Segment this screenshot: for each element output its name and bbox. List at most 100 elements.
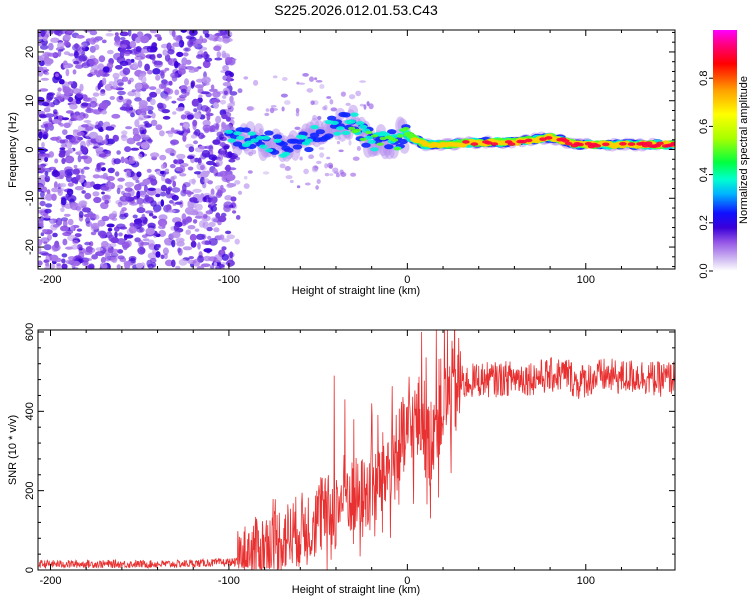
- spectrogram-noise-blob: [188, 146, 195, 153]
- spectrogram-noise-blob: [366, 101, 370, 107]
- spectrogram-noise-blob: [95, 251, 105, 257]
- spectrogram-signal-band: [327, 115, 337, 121]
- spectrogram-noise-blob: [332, 167, 339, 173]
- spectrogram-noise-blob: [213, 262, 218, 267]
- spectrogram-noise-blob: [329, 173, 334, 176]
- spectrogram-noise-blob: [40, 232, 45, 237]
- spectrogram-noise-blob: [44, 71, 50, 76]
- spectrogram-noise-blob: [104, 199, 110, 205]
- spectrogram-noise-blob: [42, 102, 50, 107]
- spectrogram-noise-blob: [71, 136, 82, 144]
- spectrogram-signal-band: [261, 135, 271, 140]
- spectrogram-noise-blob: [65, 141, 73, 149]
- spectrogram-noise-blob: [118, 95, 124, 101]
- spectrogram-noise-blob: [137, 60, 143, 68]
- snr-x-label: Height of straight line (km): [292, 584, 420, 596]
- spectrogram-noise-blob: [38, 239, 43, 247]
- spectrogram-noise-blob: [121, 130, 128, 136]
- spectrogram-noise-blob: [51, 187, 59, 193]
- spectrogram-noise-blob: [141, 213, 146, 220]
- figure-title: S225.2026.012.01.53.C43: [274, 2, 438, 18]
- spectrogram-noise-blob: [134, 82, 143, 90]
- spectrogram-noise-blob: [136, 197, 144, 205]
- spectrogram-noise-blob: [225, 164, 231, 172]
- spectrogram-noise-blob: [165, 204, 172, 212]
- spectrogram-noise-blob: [109, 256, 117, 262]
- spectrogram-noise-blob: [62, 34, 72, 41]
- spectrogram-noise-blob: [147, 69, 153, 75]
- spectrogram-noise-blob: [141, 234, 148, 238]
- spectrogram-signal-band: [396, 134, 404, 138]
- spectrogram-noise-blob: [39, 165, 46, 173]
- spectrogram-noise-blob: [74, 186, 84, 191]
- x-tick-label: 0: [404, 274, 410, 286]
- spectrogram-noise-blob: [62, 238, 68, 246]
- spectrogram-noise-blob: [243, 183, 250, 189]
- spectrogram-noise-blob: [302, 73, 309, 77]
- spectrogram-noise-blob: [138, 73, 146, 77]
- spectrogram-signal-band: [304, 138, 314, 143]
- spectrogram-noise-blob: [200, 164, 205, 170]
- spectrogram-noise-blob: [62, 129, 68, 136]
- spectrogram-noise-blob: [90, 222, 100, 230]
- spectrogram-signal-band: [264, 148, 274, 153]
- spectrogram-noise-blob: [215, 115, 222, 124]
- spectrogram-noise-blob: [212, 91, 221, 98]
- spectrogram-noise-blob: [289, 179, 294, 184]
- spectrogram-noise-blob: [194, 84, 205, 89]
- spectrogram-noise-blob: [123, 260, 133, 266]
- spectrogram-noise-blob: [97, 82, 102, 90]
- spectrogram-noise-blob: [65, 229, 74, 234]
- spectrogram-noise-blob: [194, 228, 200, 232]
- spectrogram-noise-blob: [180, 114, 187, 120]
- spectrogram-signal-band: [539, 137, 547, 141]
- spectrogram-noise-blob: [67, 96, 74, 102]
- spectrogram-noise-blob: [355, 90, 362, 97]
- spectrogram-noise-blob: [161, 222, 166, 229]
- spectrogram-noise-blob: [75, 174, 81, 181]
- spectrogram-noise-blob: [59, 147, 66, 151]
- spectrogram-noise-blob: [61, 117, 70, 121]
- spectrogram-noise-blob: [270, 105, 277, 108]
- spectrogram-noise-blob: [97, 162, 106, 166]
- spectrogram-noise-blob: [262, 171, 270, 175]
- spectrogram-noise-blob: [299, 156, 303, 161]
- spectrogram-noise-blob: [142, 238, 150, 242]
- spectrogram-signal-band: [244, 140, 254, 145]
- spectrogram-noise-blob: [146, 168, 152, 173]
- spectrogram-noise-blob: [191, 178, 196, 186]
- spectrogram-noise-blob: [294, 126, 301, 130]
- spectrogram-noise-blob: [47, 52, 57, 57]
- spectrogram-signal-band: [359, 137, 367, 142]
- spectrogram-noise-blob: [136, 190, 141, 199]
- spectrogram-noise-blob: [65, 110, 74, 114]
- spectrogram-noise-blob: [119, 47, 127, 54]
- spectrogram-noise-blob: [179, 173, 187, 177]
- spectrogram-noise-blob: [170, 127, 175, 132]
- spectrogram-noise-blob: [211, 217, 218, 223]
- spectrogram-noise-blob: [156, 53, 163, 59]
- spectrogram-noise-blob: [176, 51, 184, 58]
- spectrogram-noise-blob: [132, 127, 139, 133]
- spectrogram-noise-blob: [185, 35, 195, 40]
- spectrogram-noise-blob: [57, 41, 65, 50]
- spectrogram-noise-blob: [204, 240, 212, 245]
- spectrogram-noise-blob: [296, 81, 300, 85]
- spectrogram-noise-blob: [52, 99, 60, 106]
- spectrogram-noise-blob: [139, 204, 144, 208]
- spectrogram-noise-blob: [45, 254, 52, 262]
- spectrogram-noise-blob: [169, 164, 176, 169]
- spectrogram-noise-blob: [73, 60, 80, 65]
- x-tick-label: -100: [218, 274, 240, 286]
- spectrogram-noise-blob: [171, 100, 177, 104]
- spectrogram-signal-band: [304, 146, 314, 153]
- x-tick-label: -200: [39, 274, 61, 286]
- spectrogram-noise-blob: [81, 62, 91, 69]
- spectrogram-signal-band: [393, 147, 401, 151]
- spectrogram-noise-blob: [101, 167, 106, 172]
- spectrogram-noise-blob: [155, 193, 161, 198]
- spectrogram-noise-blob: [45, 262, 50, 267]
- spectrogram-noise-blob: [132, 214, 138, 219]
- spectrogram-noise-blob: [171, 239, 176, 248]
- spectrogram-noise-blob: [179, 122, 184, 126]
